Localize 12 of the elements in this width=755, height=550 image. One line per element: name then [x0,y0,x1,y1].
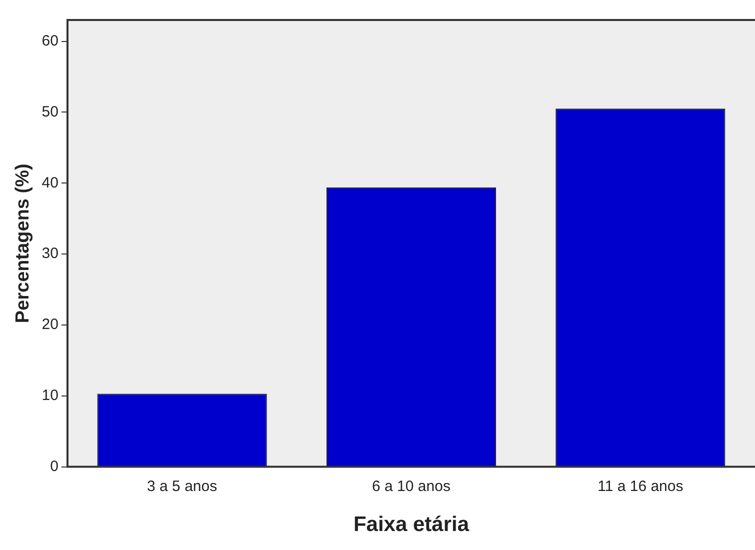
y-tick-label: 0 [50,458,58,475]
x-axis-title: Faixa etária [353,513,470,536]
y-tick-label: 40 [42,174,58,192]
x-tick-label: 3 a 5 anos [147,478,218,495]
x-tick-label: 11 a 16 anos [598,478,684,495]
y-axis-title: Percentagens (%) [12,164,34,324]
y-tick-label: 10 [42,387,58,404]
y-tick-label: 30 [42,245,58,262]
y-tick-label: 60 [42,32,58,50]
y-tick-label: 20 [42,316,58,334]
x-tick-label: 6 a 10 anos [372,478,450,495]
y-tick-label: 50 [42,103,58,120]
